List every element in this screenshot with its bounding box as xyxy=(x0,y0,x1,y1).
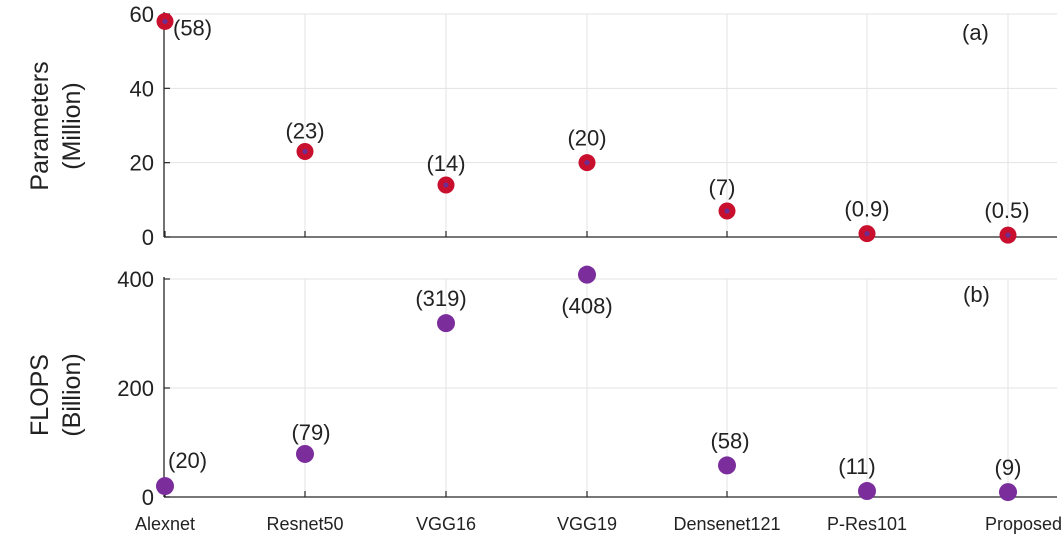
panel-b-point-proposed xyxy=(999,483,1017,502)
panel-a-point-center-alexnet xyxy=(162,18,168,25)
panel-a-point-center-vgg16 xyxy=(443,182,449,188)
panel-a-points xyxy=(156,12,1017,244)
panel-a-label: (a) xyxy=(962,20,989,45)
panel-b-labels: (20) (79) (319) (408) (58) (11) (9) xyxy=(168,286,1021,480)
panel-b-ytick-label-1: 200 xyxy=(117,376,154,401)
panel-b-data-label-vgg19: (408) xyxy=(561,294,612,319)
panel-b-category-label-2: VGG16 xyxy=(416,514,476,534)
panel-b-ytick-label-2: 400 xyxy=(117,267,154,292)
panel-b-category-label-3: VGG19 xyxy=(557,514,617,534)
panel-b-data-label-proposed: (9) xyxy=(995,455,1022,480)
panel-b-flops: 0 200 400 (20) (79) (319) (408) (58) (11) (9) Al… xyxy=(26,265,1062,534)
panel-a-ytick-label-0: 0 xyxy=(142,225,154,250)
panel-a-data-label-densenet121: (7) xyxy=(709,175,736,200)
panel-a-point-center-densenet121 xyxy=(724,208,730,214)
panel-b-category-label-5: P-Res101 xyxy=(827,514,907,534)
panel-a-point-center-vgg19 xyxy=(584,160,590,166)
panel-b-point-vgg16 xyxy=(437,314,455,333)
panel-b-category-label-4: Densenet121 xyxy=(673,514,780,534)
panel-b-point-densenet121 xyxy=(718,456,736,475)
panel-a-ticks: 0 20 40 60 xyxy=(130,2,1009,250)
panel-b-point-vgg19 xyxy=(578,265,596,284)
panel-b-axes xyxy=(163,277,1057,498)
panel-b-ylabel-line1: FLOPS xyxy=(26,354,54,436)
panel-a-axes xyxy=(163,12,1057,238)
panel-b-category-labels: Alexnet Resnet50 VGG16 VGG19 Densenet121 P-Re… xyxy=(135,514,1062,534)
panel-b-point-alexnet xyxy=(156,477,174,496)
panel-b-point-resnet50 xyxy=(296,444,314,463)
panel-a-ytick-label-1: 20 xyxy=(130,151,154,176)
panel-a-parameters: 0 20 40 60 (58) (23) (14) (20) (7) (0.9) (0.5) Pa… xyxy=(26,2,1057,250)
panel-b-data-label-densenet121: (58) xyxy=(710,428,749,453)
panel-a-ylabel-line1: Parameters xyxy=(26,61,54,190)
panel-a-ylabel-line2: (Million) xyxy=(58,82,86,170)
panel-a-data-label-vgg16: (14) xyxy=(426,151,465,176)
panel-b-data-label-p-res101: (11) xyxy=(838,454,876,479)
panel-a-ytick-label-2: 40 xyxy=(130,76,154,101)
panel-b-data-label-resnet50: (79) xyxy=(291,420,330,445)
panel-b-ytick-label-0: 0 xyxy=(142,485,154,510)
panel-a-data-label-resnet50: (23) xyxy=(285,119,324,144)
panel-b-category-label-1: Resnet50 xyxy=(266,514,343,534)
panel-a-labels: (58) (23) (14) (20) (7) (0.9) (0.5) xyxy=(173,15,1030,223)
panel-a-grid xyxy=(164,13,1057,237)
panel-b-points xyxy=(156,265,1017,502)
panel-b-category-label-0: Alexnet xyxy=(135,514,195,534)
panel-a-data-label-alexnet: (58) xyxy=(173,15,212,40)
panel-a-point-center-resnet50 xyxy=(302,148,308,155)
panel-b-data-label-alexnet: (20) xyxy=(168,448,207,473)
panel-a-ytick-label-3: 60 xyxy=(130,2,154,27)
panel-b-data-label-vgg16: (319) xyxy=(415,286,466,311)
panel-b-label: (b) xyxy=(963,282,990,307)
panel-a-data-label-proposed: (0.5) xyxy=(984,198,1029,223)
panel-b-ylabel-line2: (Billion) xyxy=(58,353,86,436)
panel-b-category-label-6: Proposed xyxy=(985,514,1062,534)
panel-a-point-center-proposed xyxy=(1005,232,1011,238)
panel-a-point-center-p-res101 xyxy=(864,231,870,237)
panel-b-point-p-res101 xyxy=(858,482,876,501)
panel-a-data-label-vgg19: (20) xyxy=(567,126,606,151)
panel-a-data-label-p-res101: (0.9) xyxy=(844,197,889,222)
